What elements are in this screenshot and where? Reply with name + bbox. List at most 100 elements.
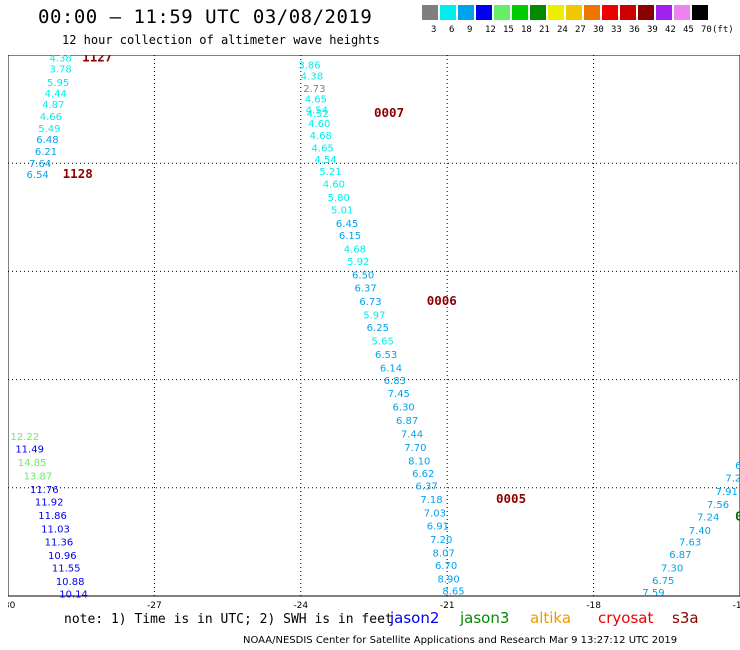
wave-height-label: 7.64 [29, 159, 51, 170]
satellite-legend-item: s3a [672, 609, 699, 627]
wave-height-label: 5.21 [319, 167, 341, 178]
color-scale-label: 27 [575, 25, 586, 35]
color-swatch [476, 5, 492, 20]
pass-time-label: 0007 [374, 105, 404, 120]
color-scale-unit: (ft) [712, 25, 734, 35]
color-swatch [620, 5, 636, 20]
x-tick-label: -24 [293, 601, 308, 611]
wave-height-label: 7.63 [679, 538, 701, 549]
wave-height-label: 7.20 [430, 535, 452, 546]
color-scale-label: 45 [683, 25, 694, 35]
wave-height-label: 7.03 [424, 508, 446, 519]
color-swatch [656, 5, 672, 20]
wave-height-label: 6.54 [27, 170, 49, 181]
wave-height-label: 11.55 [52, 564, 81, 575]
color-scale-label: 30 [593, 25, 604, 35]
color-swatch [638, 5, 654, 20]
wave-height-label: 6.50 [352, 270, 374, 281]
chart-subtitle: 12 hour collection of altimeter wave hei… [62, 33, 380, 47]
x-tick-label: -30 [8, 601, 16, 611]
chart-title: 00:00 — 11:59 UTC 03/08/2019 [38, 6, 373, 28]
wave-height-label: 8.10 [408, 457, 430, 468]
color-scale-label: 3 [431, 25, 437, 35]
satellite-legend-item: altika [530, 609, 572, 627]
x-tick-label: -18 [586, 601, 601, 611]
color-scale-label: 6 [449, 25, 455, 35]
wave-height-label: 11.36 [45, 538, 74, 549]
x-tick-label: -15 [733, 601, 740, 611]
wave-height-label: 7.91 [716, 487, 738, 498]
wave-height-label: 10.88 [56, 577, 85, 588]
wave-height-label: 4.38 [49, 55, 71, 64]
wave-height-label: 7.56 [707, 500, 729, 511]
color-swatch [548, 5, 564, 20]
wave-height-label: 14.85 [18, 458, 47, 469]
wave-height-label: 4.54 [306, 105, 328, 116]
wave-height-label: 4.60 [308, 119, 330, 130]
wave-height-label: 5.65 [372, 336, 394, 347]
wave-height-label: 4.87 [42, 100, 64, 111]
x-tick-label: -21 [440, 601, 455, 611]
pass-time-label: 0005 [496, 491, 526, 506]
color-swatch [530, 5, 546, 20]
color-scale-label: 21 [539, 25, 550, 35]
wave-height-label: 5.80 [328, 193, 350, 204]
wave-height-label: 7.20 [725, 473, 740, 484]
map-frame [8, 55, 740, 597]
wave-height-label: 11.86 [38, 511, 67, 522]
wave-height-label: 6.91 [427, 521, 449, 532]
satellite-legend-item: cryosat [598, 609, 654, 627]
note-text: note: 1) Time is in UTC; 2) SWH is in fe… [64, 612, 393, 627]
wave-height-label: 8.07 [433, 549, 455, 560]
wave-height-label: 6.53 [375, 350, 397, 361]
color-scale-label: 39 [647, 25, 658, 35]
color-scale-label: 36 [629, 25, 640, 35]
color-swatch [494, 5, 510, 20]
wave-height-label: 7.59 [642, 588, 664, 599]
wave-height-label: 6.87 [396, 416, 418, 427]
wave-height-label: 5.49 [38, 124, 60, 135]
wave-height-label: 12.22 [10, 432, 39, 443]
wave-height-label: 6.25 [367, 323, 389, 334]
wave-height-label: 7.44 [401, 429, 423, 440]
pass-time-label: 1127 [82, 55, 112, 64]
wave-height-label: 4.38 [301, 71, 323, 82]
wave-height-label: 10.96 [48, 551, 77, 562]
wave-height-label: 6.37 [354, 283, 376, 294]
wave-height-label: 6.48 [36, 135, 58, 146]
wave-height-label: 11.49 [15, 445, 44, 456]
pass-time-label: 0006 [427, 293, 457, 308]
wave-height-label: 4.60 [323, 180, 345, 191]
wave-height-label: 3.78 [49, 64, 71, 75]
color-scale-label: 42 [665, 25, 676, 35]
wave-height-label: 6.63 [735, 461, 740, 472]
wave-height-label: 6.14 [380, 363, 402, 374]
color-scale-label: 33 [611, 25, 622, 35]
wave-height-label: 11.92 [35, 498, 64, 509]
color-swatch [566, 5, 582, 20]
color-swatch [440, 5, 456, 20]
satellite-legend-item: jason2 [390, 609, 440, 627]
wave-height-label: 4.66 [40, 112, 62, 123]
color-scale-label: 12 [485, 25, 496, 35]
wave-height-label: 6.83 [384, 376, 406, 387]
color-swatch [458, 5, 474, 20]
satellite-legend-item: jason3 [460, 609, 510, 627]
wave-height-label: 11.03 [41, 525, 70, 536]
color-scale-label: 70 [701, 25, 712, 35]
wave-height-label: 7.30 [661, 564, 683, 575]
color-swatch [584, 5, 600, 20]
wave-height-label: 10.14 [59, 590, 88, 601]
wave-height-label: 6.73 [359, 297, 381, 308]
wave-height-label: 6.21 [35, 147, 57, 158]
credit-line: NOAA/NESDIS Center for Satellite Applica… [243, 635, 678, 646]
wave-height-label: 5.01 [331, 206, 353, 217]
color-swatch [602, 5, 618, 20]
wave-height-label: 4.52 [307, 109, 329, 120]
color-swatch [422, 5, 438, 20]
wave-height-label: 7.70 [404, 443, 426, 454]
wave-height-label: 4.65 [312, 143, 334, 154]
wave-height-label: 11.76 [30, 485, 59, 496]
wave-height-label: 5.97 [363, 310, 385, 321]
map-plot: -30-27-24-21-18-15-40-42-44-46-48-504.38… [8, 55, 740, 611]
